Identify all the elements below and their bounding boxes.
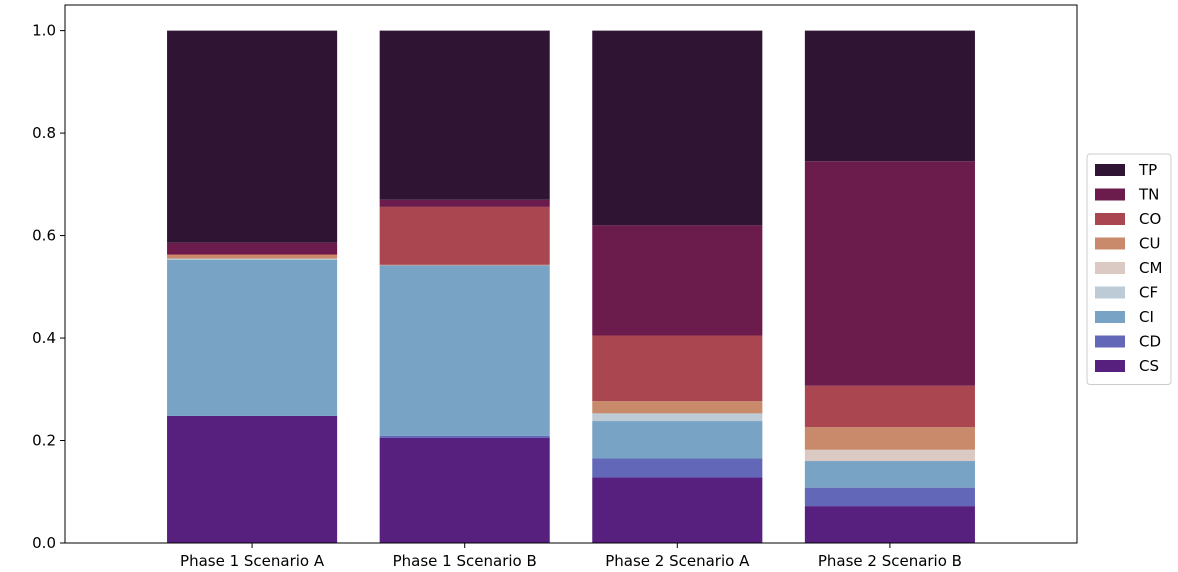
- bar-segment-cu-4: [804, 427, 975, 450]
- legend-label-cu: CU: [1139, 235, 1160, 253]
- bar-segment-cf-1: [167, 258, 338, 260]
- bar-segment-co-2: [379, 206, 550, 265]
- legend-swatch-cu: [1095, 237, 1125, 250]
- bar-segment-cs-2: [379, 437, 550, 543]
- bar-segment-tp-2: [379, 30, 550, 200]
- bar-segment-cu-1: [167, 255, 338, 259]
- bar-segment-co-1: [167, 254, 338, 256]
- legend-label-cd: CD: [1139, 333, 1161, 351]
- bar-segment-cm-4: [804, 449, 975, 462]
- y-tick-label: 0.4: [32, 329, 56, 347]
- bar-segment-tp-4: [804, 30, 975, 162]
- legend-label-ci: CI: [1139, 308, 1154, 326]
- bar-segment-cd-4: [804, 487, 975, 507]
- bar-segment-tn-4: [804, 161, 975, 386]
- legend-label-cf: CF: [1139, 284, 1158, 302]
- y-tick-label: 0.8: [32, 124, 56, 142]
- y-tick-label: 0.6: [32, 227, 56, 245]
- legend-swatch-tn: [1095, 188, 1125, 201]
- x-axis: Phase 1 Scenario A Phase 1 Scenario B Phas…: [180, 543, 962, 570]
- bar-segment-cs-4: [804, 506, 975, 543]
- legend-swatch-cf: [1095, 286, 1125, 299]
- y-axis: 0.0 0.2 0.4 0.6 0.8 1.0: [32, 22, 65, 552]
- bar-segment-cd-2: [379, 435, 550, 438]
- bar-segment-cf-3: [592, 413, 763, 422]
- bar-segment-tp-1: [167, 30, 338, 243]
- bar-segment-tp-3: [592, 30, 763, 226]
- legend-label-cm: CM: [1139, 259, 1162, 277]
- bar-segment-tn-1: [167, 242, 338, 255]
- bar-segment-co-4: [804, 385, 975, 428]
- legend-label-cs: CS: [1139, 357, 1159, 375]
- bar-segment-ci-2: [379, 265, 550, 436]
- bars-group: [167, 30, 975, 543]
- legend-swatch-cm: [1095, 262, 1125, 274]
- y-tick-label: 1.0: [32, 22, 56, 40]
- bar-segment-cs-3: [592, 477, 763, 543]
- legend-label-co: CO: [1139, 210, 1161, 228]
- legend-label-tn: TN: [1138, 186, 1159, 204]
- bar-segment-ci-3: [592, 421, 763, 459]
- legend-swatch-cd: [1095, 335, 1125, 348]
- x-tick-label: Phase 1 Scenario B: [393, 552, 537, 570]
- bar-segment-ci-1: [167, 259, 338, 416]
- legend-swatch-cs: [1095, 360, 1125, 372]
- x-tick-label: Phase 2 Scenario B: [818, 552, 962, 570]
- bar-segment-cu-3: [592, 401, 763, 414]
- legend-label-tp: TP: [1138, 161, 1157, 179]
- bar-segment-co-3: [592, 335, 763, 402]
- legend-swatch-tp: [1095, 164, 1125, 176]
- bar-segment-cs-1: [167, 415, 338, 543]
- bar-segment-cd-3: [592, 458, 763, 478]
- x-tick-label: Phase 1 Scenario A: [180, 552, 325, 570]
- legend-box: [1086, 153, 1172, 385]
- plot-area-frame: [64, 4, 1078, 544]
- legend: TP TN CO CU CM CF CI CD CS: [1086, 153, 1172, 385]
- legend-swatch-co: [1095, 213, 1125, 225]
- x-tick-label: Phase 2 Scenario A: [605, 552, 750, 570]
- y-tick-label: 0.2: [32, 432, 56, 450]
- y-tick-label: 0.0: [32, 534, 56, 552]
- bar-segment-tn-2: [379, 199, 550, 207]
- bar-segment-tn-3: [592, 225, 763, 336]
- bar-segment-ci-4: [804, 461, 975, 488]
- legend-swatch-ci: [1095, 311, 1125, 323]
- bar-segment-cu-2: [379, 264, 550, 266]
